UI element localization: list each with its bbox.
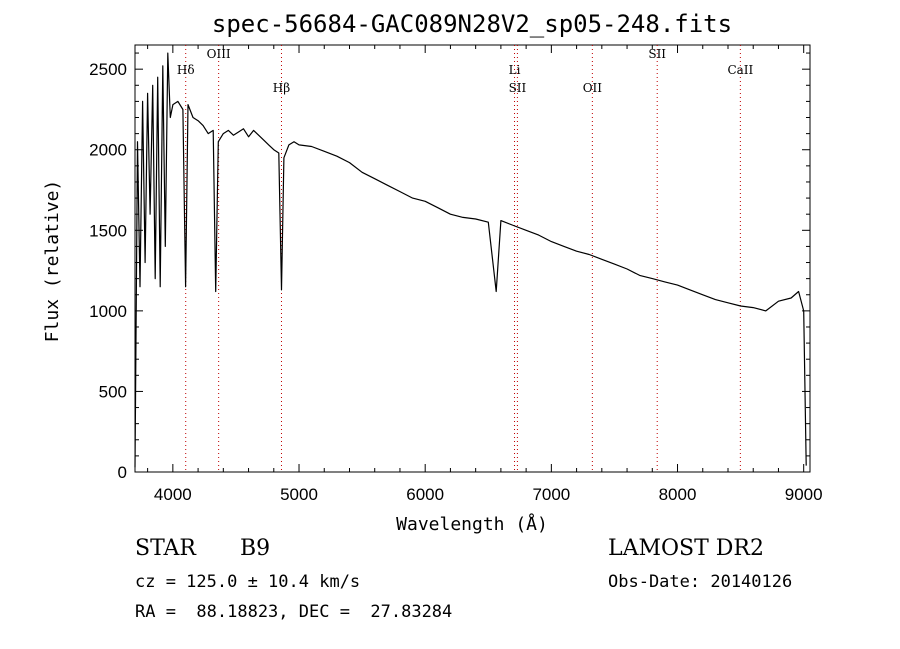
survey-name: LAMOST DR2 — [608, 536, 764, 561]
line-marker-label: SII — [648, 47, 666, 61]
x-tick-label: 6000 — [406, 485, 444, 504]
line-marker-label: CaII — [727, 63, 753, 77]
ra-dec: RA = 88.18823, DEC = 27.83284 — [135, 602, 453, 622]
line-marker-label: Hβ — [273, 81, 290, 95]
x-tick-label: 4000 — [154, 485, 192, 504]
line-marker-label: OIII — [207, 47, 231, 61]
y-axis-label: Flux (relative) — [42, 180, 63, 343]
object-class: STAR — [135, 536, 196, 561]
line-marker-label: Hδ — [177, 63, 195, 77]
y-tick-label: 2000 — [89, 141, 127, 160]
x-tick-label: 5000 — [280, 485, 318, 504]
object-subclass: B9 — [240, 536, 271, 561]
y-tick-label: 2500 — [89, 60, 127, 79]
x-tick-label: 7000 — [532, 485, 570, 504]
plot-frame — [134, 44, 811, 473]
spectrum-series-line — [134, 52, 807, 468]
y-tick-label: 1500 — [89, 221, 127, 240]
redshift-cz: cz = 125.0 ± 10.4 km/s — [135, 572, 361, 592]
y-tick-label: 500 — [99, 382, 127, 401]
chart-title: spec-56684-GAC089N28V2_sp05-248.fits — [212, 10, 732, 38]
plot-area: 4000 5000 6000 7000 8000 9000 0 500 1000 1500 2000… — [89, 44, 823, 504]
x-axis-label: Wavelength (Å) — [396, 513, 548, 535]
line-marker-label: SII — [509, 81, 527, 95]
x-tick-label: 9000 — [785, 485, 823, 504]
y-tick-label: 1000 — [89, 302, 127, 321]
line-marker-label: OII — [583, 81, 603, 95]
x-tick-label: 8000 — [659, 485, 697, 504]
obs-date: Obs-Date: 20140126 — [608, 572, 793, 592]
line-marker-label: Li — [509, 63, 521, 77]
y-tick-label: 0 — [118, 463, 127, 482]
